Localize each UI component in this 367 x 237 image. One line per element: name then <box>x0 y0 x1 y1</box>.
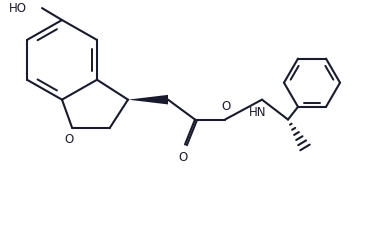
Text: O: O <box>64 133 74 146</box>
Polygon shape <box>128 95 168 105</box>
Text: HO: HO <box>9 2 27 15</box>
Text: O: O <box>178 151 188 164</box>
Text: O: O <box>221 100 230 113</box>
Text: HN: HN <box>249 106 267 119</box>
